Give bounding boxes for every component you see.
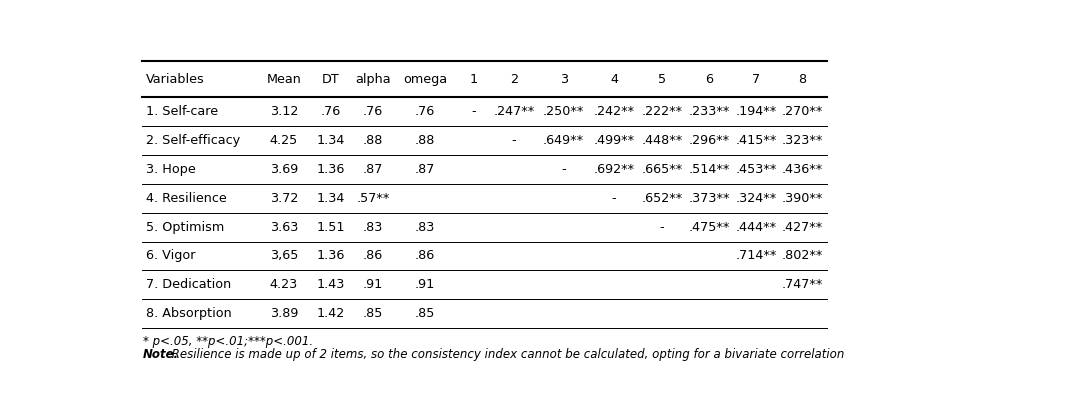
Text: .802**: .802**	[781, 249, 823, 263]
Text: .714**: .714**	[736, 249, 777, 263]
Text: .86: .86	[364, 249, 384, 263]
Text: .85: .85	[364, 307, 384, 320]
Text: 8. Absorption: 8. Absorption	[146, 307, 231, 320]
Text: .323**: .323**	[781, 134, 823, 147]
Text: .499**: .499**	[594, 134, 634, 147]
Text: .448**: .448**	[642, 134, 682, 147]
Text: 1.51: 1.51	[317, 221, 345, 234]
Text: Variables: Variables	[146, 73, 205, 86]
Text: 3.72: 3.72	[270, 192, 298, 205]
Text: .444**: .444**	[736, 221, 777, 234]
Text: .324**: .324**	[736, 192, 777, 205]
Text: 4.23: 4.23	[270, 278, 298, 291]
Text: 1. Self-care: 1. Self-care	[146, 105, 217, 118]
Text: Resilience is made up of 2 items, so the consistency index cannot be calculated,: Resilience is made up of 2 items, so the…	[168, 348, 844, 361]
Text: .83: .83	[364, 221, 384, 234]
Text: .250**: .250**	[543, 105, 584, 118]
Text: .270**: .270**	[781, 105, 823, 118]
Text: .296**: .296**	[689, 134, 729, 147]
Text: 1.34: 1.34	[317, 192, 345, 205]
Text: 7. Dedication: 7. Dedication	[146, 278, 231, 291]
Text: Note.: Note.	[143, 348, 179, 361]
Text: .85: .85	[415, 307, 435, 320]
Text: .390**: .390**	[781, 192, 823, 205]
Text: 4. Resilience: 4. Resilience	[146, 192, 226, 205]
Text: 3,65: 3,65	[270, 249, 298, 263]
Text: 3.63: 3.63	[270, 221, 298, 234]
Text: .194**: .194**	[736, 105, 777, 118]
Text: * p<.05, **p<.01;***p<.001.: * p<.05, **p<.01;***p<.001.	[143, 335, 313, 348]
Text: .87: .87	[364, 163, 384, 176]
Text: 5. Optimism: 5. Optimism	[146, 221, 224, 234]
Text: -: -	[512, 134, 516, 147]
Text: .83: .83	[415, 221, 435, 234]
Text: 1.36: 1.36	[317, 249, 345, 263]
Text: .76: .76	[364, 105, 384, 118]
Text: 2. Self-efficacy: 2. Self-efficacy	[146, 134, 240, 147]
Text: .453**: .453**	[736, 163, 777, 176]
Text: 3.12: 3.12	[270, 105, 298, 118]
Text: 4.25: 4.25	[270, 134, 298, 147]
Text: Mean: Mean	[266, 73, 302, 86]
Text: 3: 3	[560, 73, 568, 86]
Text: 1: 1	[469, 73, 478, 86]
Text: alpha: alpha	[355, 73, 391, 86]
Text: .514**: .514**	[689, 163, 730, 176]
Text: .88: .88	[415, 134, 435, 147]
Text: 2: 2	[511, 73, 518, 86]
Text: .57**: .57**	[356, 192, 390, 205]
Text: .692**: .692**	[594, 163, 634, 176]
Text: 6: 6	[705, 73, 713, 86]
Text: -: -	[562, 163, 566, 176]
Text: .91: .91	[415, 278, 435, 291]
Text: .427**: .427**	[781, 221, 823, 234]
Text: .475**: .475**	[689, 221, 730, 234]
Text: 3.69: 3.69	[270, 163, 298, 176]
Text: 5: 5	[658, 73, 666, 86]
Text: -: -	[660, 221, 664, 234]
Text: .76: .76	[415, 105, 435, 118]
Text: .91: .91	[364, 278, 384, 291]
Text: -: -	[471, 105, 475, 118]
Text: 1.42: 1.42	[317, 307, 344, 320]
Text: 4: 4	[610, 73, 618, 86]
Text: 8: 8	[798, 73, 807, 86]
Text: 7: 7	[753, 73, 760, 86]
Text: DT: DT	[322, 73, 340, 86]
Text: 3.89: 3.89	[270, 307, 298, 320]
Text: .652**: .652**	[642, 192, 682, 205]
Text: .87: .87	[415, 163, 435, 176]
Text: .242**: .242**	[594, 105, 634, 118]
Text: .436**: .436**	[781, 163, 823, 176]
Text: .76: .76	[321, 105, 341, 118]
Text: .222**: .222**	[642, 105, 682, 118]
Text: .86: .86	[415, 249, 435, 263]
Text: .649**: .649**	[543, 134, 584, 147]
Text: 1.34: 1.34	[317, 134, 345, 147]
Text: .665**: .665**	[642, 163, 682, 176]
Text: 6. Vigor: 6. Vigor	[146, 249, 195, 263]
Text: .747**: .747**	[781, 278, 823, 291]
Text: .247**: .247**	[494, 105, 535, 118]
Text: .88: .88	[364, 134, 384, 147]
Text: -: -	[612, 192, 616, 205]
Text: 1.43: 1.43	[317, 278, 345, 291]
Text: omega: omega	[403, 73, 447, 86]
Text: .415**: .415**	[736, 134, 777, 147]
Text: .233**: .233**	[689, 105, 730, 118]
Text: 1.36: 1.36	[317, 163, 345, 176]
Text: 3. Hope: 3. Hope	[146, 163, 195, 176]
Text: .373**: .373**	[689, 192, 730, 205]
